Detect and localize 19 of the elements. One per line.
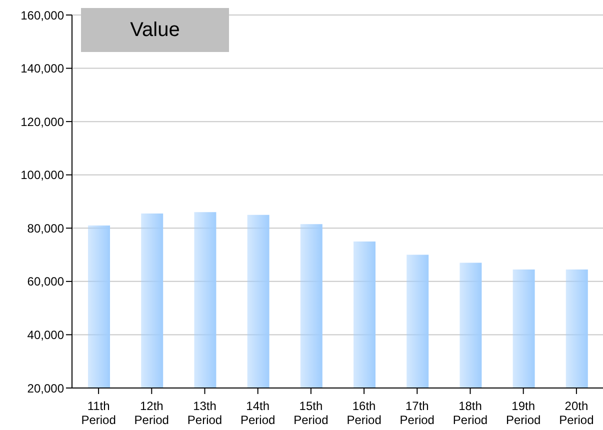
x-tick-label: 18th Period	[452, 399, 488, 427]
x-tick-label: 20th Period	[559, 399, 594, 427]
x-tick-label: 19th Period	[506, 399, 541, 427]
y-tick-label: 40,000	[27, 328, 64, 342]
x-tick-label: 15th Period	[294, 399, 328, 427]
x-tick-label: 14th Period	[240, 399, 276, 427]
x-tick-label: 16th Period	[346, 399, 382, 427]
y-tick-label: 60,000	[27, 274, 64, 289]
x-tick-label: 13th Period	[187, 399, 222, 427]
y-tick-label: 160,000	[20, 8, 64, 22]
x-tick-label: 12th Period	[134, 399, 169, 427]
y-tick-label: 100,000	[20, 168, 64, 182]
y-tick-label: 140,000	[20, 62, 64, 76]
x-tick-label: 17th Period	[400, 399, 434, 427]
chart-title: Value	[130, 18, 180, 42]
y-tick-label: 120,000	[20, 114, 64, 129]
y-tick-label: 80,000	[27, 221, 64, 236]
y-tick-label: 20,000	[27, 381, 64, 396]
x-tick-label: 11th Period	[81, 399, 116, 427]
